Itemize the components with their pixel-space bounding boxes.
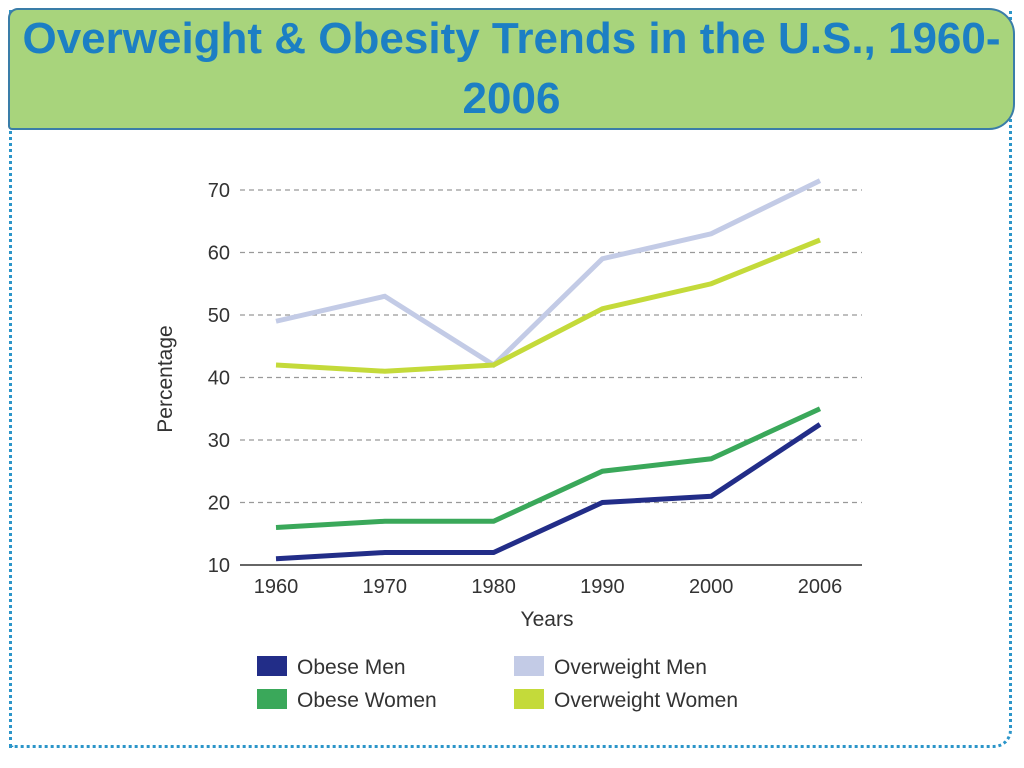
- y-tick-label: 20: [208, 493, 230, 515]
- x-tick-label: 1990: [580, 576, 625, 598]
- x-axis-title: Years: [521, 608, 574, 631]
- x-tick-label: 2000: [689, 576, 734, 598]
- legend-label-obese-men: Obese Men: [297, 656, 406, 679]
- legend-label-overweight-women: Overweight Women: [554, 689, 738, 712]
- x-tick-label: 2006: [798, 576, 843, 598]
- y-tick-label: 40: [208, 368, 230, 390]
- y-tick-label: 60: [208, 243, 230, 265]
- slide-frame: [9, 10, 1012, 748]
- series-line-overweight-men: [275, 178, 822, 369]
- chart-grid: [240, 189, 862, 504]
- series-line-overweight-women: [275, 237, 821, 374]
- chart-axes: 10 20 30 40 50 60 70 1960 1970 1980 1990 2000 2006 Ye…: [154, 180, 862, 631]
- legend-label-obese-women: Obese Women: [297, 689, 437, 712]
- legend-swatch-obese-women: [257, 689, 287, 709]
- x-tick-label: 1970: [363, 576, 408, 598]
- series-line-obese-men: [275, 422, 822, 562]
- legend-label-overweight-men: Overweight Men: [554, 656, 707, 679]
- series-line-obese-women: [275, 406, 822, 530]
- x-tick-label: 1960: [254, 576, 299, 598]
- y-axis-title: Percentage: [154, 325, 177, 432]
- legend-swatch-overweight-men: [514, 656, 544, 676]
- y-tick-label: 30: [208, 430, 230, 452]
- y-tick-label: 70: [208, 180, 230, 202]
- legend-swatch-obese-men: [257, 656, 287, 676]
- x-tick-label: 1980: [471, 576, 516, 598]
- y-tick-label: 10: [208, 555, 230, 577]
- chart-series: [275, 178, 822, 562]
- chart-legend: Obese Men Overweight Men Obese Women Overwe…: [257, 656, 738, 712]
- title-banner: [8, 8, 1015, 130]
- slide-title: Overweight & Obesity Trends in the U.S.,…: [22, 14, 1001, 123]
- legend-swatch-overweight-women: [514, 689, 544, 709]
- y-tick-label: 50: [208, 305, 230, 327]
